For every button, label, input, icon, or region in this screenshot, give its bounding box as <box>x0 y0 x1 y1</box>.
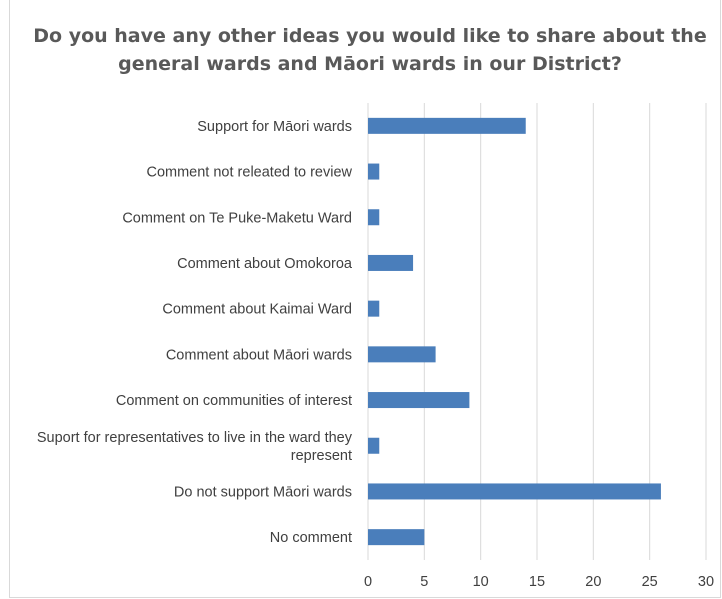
category-label: Comment on communities of interest <box>116 393 352 409</box>
category-label: No comment <box>270 530 352 546</box>
chart-frame <box>9 0 721 598</box>
bar <box>368 483 661 500</box>
bar <box>368 117 526 134</box>
category-label: Suport for representatives to live in th… <box>37 430 353 446</box>
bar <box>368 209 380 226</box>
bar <box>368 300 380 317</box>
category-labels: Support for Māori wards Comment not relea… <box>37 119 353 546</box>
bar <box>368 346 436 363</box>
category-label: represent <box>291 448 352 464</box>
x-tick-labels: 0 5 10 15 20 25 30 <box>364 574 714 590</box>
category-label: Do not support Māori wards <box>174 484 352 500</box>
x-tick-label: 30 <box>698 574 714 590</box>
category-label: Comment about Kaimai Ward <box>162 302 352 318</box>
bar <box>368 392 470 409</box>
bar <box>368 254 414 271</box>
x-tick-label: 10 <box>473 574 489 590</box>
x-tick-label: 25 <box>642 574 658 590</box>
category-label: Comment not releated to review <box>146 165 352 181</box>
category-label: Support for Māori wards <box>197 119 352 135</box>
category-label: Comment on Te Puke-Maketu Ward <box>122 210 352 226</box>
x-tick-label: 5 <box>420 574 428 590</box>
category-label: Comment about Omokoroa <box>177 256 353 272</box>
bar <box>368 437 380 454</box>
chart-title: Do you have any other ideas you would li… <box>33 25 707 75</box>
x-tick-label: 20 <box>585 574 601 590</box>
bar <box>368 529 425 546</box>
category-label: Comment about Māori wards <box>166 347 352 363</box>
bar <box>368 163 380 180</box>
x-tick-label: 0 <box>364 574 372 590</box>
x-tick-label: 15 <box>529 574 545 590</box>
bars <box>368 117 661 546</box>
